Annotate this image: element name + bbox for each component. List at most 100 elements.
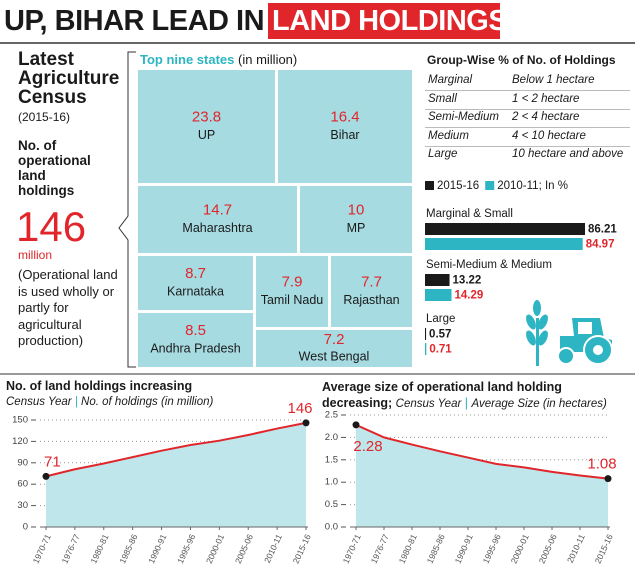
y-tick-label: 0.0 xyxy=(325,522,338,533)
value-label: 13.22 xyxy=(453,275,482,287)
treemap-cell xyxy=(331,256,412,327)
row-rule xyxy=(425,108,630,110)
bar xyxy=(425,289,452,301)
y-tick-label: 60 xyxy=(17,479,28,490)
legend-label: 2010-11; In % xyxy=(497,180,568,192)
x-tick-label: 1976-77 xyxy=(59,532,81,565)
bar xyxy=(425,328,427,340)
state-name: UP xyxy=(198,128,215,142)
line xyxy=(45,421,307,478)
bar xyxy=(425,343,427,355)
state-value: 23.8 xyxy=(192,108,221,125)
title: UP, BIHAR LEAD IN xyxy=(4,5,265,37)
category-label: Large xyxy=(426,313,455,325)
state-value: 7.7 xyxy=(361,273,382,290)
line-subtitle: Census Year | No. of holdings (in millio… xyxy=(6,396,214,408)
state-name: Bihar xyxy=(330,128,359,142)
y-tick-label: 0.5 xyxy=(325,499,338,510)
tractor-icon xyxy=(557,318,613,365)
state-name: Karnataka xyxy=(167,284,224,298)
treemap-cell xyxy=(138,256,253,310)
y-tick-label: 150 xyxy=(12,415,28,426)
value-label: 146 xyxy=(287,400,312,417)
value-label: 0.57 xyxy=(429,329,451,341)
legend-label: 2015-16 xyxy=(437,180,479,192)
group-range: 2 < 4 hectare xyxy=(512,111,580,123)
state-value: 8.5 xyxy=(185,322,206,339)
state-value: 8.7 xyxy=(185,265,206,282)
group-name: Small xyxy=(428,92,457,105)
census-title: Latest Agriculture Census xyxy=(18,49,120,108)
title-highlight: LAND HOLDINGS xyxy=(272,5,508,37)
value-label: 86.21 xyxy=(588,224,617,236)
bar xyxy=(425,238,583,250)
area xyxy=(46,422,306,527)
x-tick-label: 1980-81 xyxy=(397,532,419,565)
value-label: 1.08 xyxy=(587,456,616,473)
bracket xyxy=(118,51,136,368)
groups-title: Group-Wise % of No. of Holdings xyxy=(427,53,616,67)
row-rule xyxy=(425,90,630,91)
treemap-cell xyxy=(256,330,412,367)
x-tick-label: 2000-01 xyxy=(509,532,531,565)
point xyxy=(302,419,310,427)
y-axis-label: Average Size (in hectares) xyxy=(471,398,607,410)
state-name: West Bengal xyxy=(299,349,370,363)
line-heading: Average size of operational land holding… xyxy=(322,380,607,410)
treemap-title: Top nine states xyxy=(140,52,235,67)
x-tick-label: 2010-11 xyxy=(565,532,587,564)
x-tick-label: 1995-96 xyxy=(175,532,197,565)
state-name: Maharashtra xyxy=(182,221,252,235)
y-axis-label: No. of holdings (in million) xyxy=(81,396,214,408)
y-tick-label: 2.0 xyxy=(325,432,338,443)
state-value: 10 xyxy=(348,201,365,218)
x-tick-label: 2015-16 xyxy=(291,532,313,565)
x-tick-label: 1985-86 xyxy=(425,532,447,565)
x-tick-label: 1985-86 xyxy=(117,532,139,565)
state-value: 7.2 xyxy=(324,331,345,348)
group-range: 4 < 10 hectare xyxy=(512,129,586,142)
group-name: Large xyxy=(428,148,458,160)
bar xyxy=(425,274,450,286)
state-name: Andhra Pradesh xyxy=(150,341,240,355)
point xyxy=(42,472,50,480)
group-name: Medium xyxy=(428,129,469,142)
line-title: Average size of operational land holding… xyxy=(322,380,562,410)
census-unit: million xyxy=(18,248,53,262)
treemap-cell xyxy=(138,186,297,253)
treemap-cell xyxy=(278,70,412,183)
x-tick-label: 2005-06 xyxy=(537,532,559,565)
x-tick-label: 1990-91 xyxy=(146,532,168,565)
x-tick-label: 2005-06 xyxy=(233,532,255,565)
census-note: (Operational land is used wholly or part… xyxy=(18,267,118,348)
group-name: Semi-Medium xyxy=(428,111,499,123)
x-tick-label: 1990-91 xyxy=(453,532,475,565)
state-value: 7.9 xyxy=(282,273,303,290)
group-range: 1 < 2 hectare xyxy=(512,92,580,105)
treemap-cell xyxy=(138,70,275,183)
y-tick-label: 1.0 xyxy=(325,477,338,488)
value-label: 71 xyxy=(44,453,61,470)
group-range: 10 hectare and above xyxy=(512,148,624,160)
state-value: 14.7 xyxy=(203,201,232,218)
state-name: MP xyxy=(347,221,366,235)
group-range: Below 1 hectare xyxy=(512,74,595,86)
value-label: 2.28 xyxy=(353,438,382,455)
point xyxy=(604,475,612,483)
y-tick-label: 1.5 xyxy=(325,454,338,465)
value-label: 14.29 xyxy=(455,290,484,302)
point xyxy=(352,421,360,429)
treemap-heading: Top nine states (in million) xyxy=(140,52,297,67)
wheat-icon xyxy=(526,300,548,366)
state-value: 16.4 xyxy=(330,108,359,125)
census-period: (2015-16) xyxy=(18,110,71,124)
census-label: No. of operational land holdings xyxy=(18,138,91,198)
x-tick-label: 1970-71 xyxy=(31,532,53,565)
y-tick-label: 0 xyxy=(23,522,28,533)
state-name: Tamil Nadu xyxy=(261,293,324,307)
treemap-cell xyxy=(256,256,328,327)
row-rule xyxy=(425,145,630,147)
category-label: Marginal & Small xyxy=(426,208,513,220)
row-rule xyxy=(425,127,630,128)
